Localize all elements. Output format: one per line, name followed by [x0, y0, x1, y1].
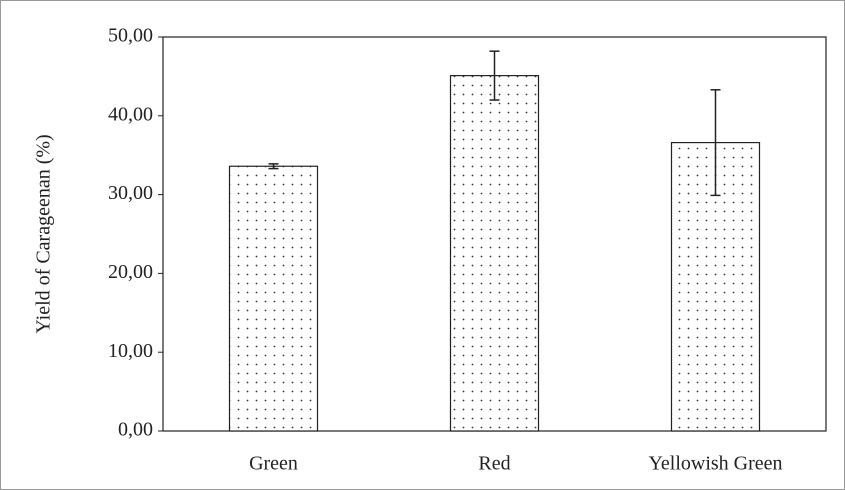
error-bar: [268, 163, 279, 170]
x-tick-label: Green: [249, 453, 298, 475]
x-tick-label: Red: [478, 453, 510, 475]
y-tick-label: 30,00: [108, 182, 153, 204]
y-tick-label: 0,00: [118, 419, 153, 441]
y-tick-label: 10,00: [108, 340, 153, 362]
bar: [228, 165, 319, 432]
error-bar: [710, 89, 721, 197]
y-tick-label: 20,00: [108, 261, 153, 283]
y-tick-label: 50,00: [108, 25, 153, 47]
bar: [449, 75, 540, 432]
x-tick-label: Yellowish Green: [648, 453, 782, 475]
y-axis-title: Yield of Carageenan (%): [33, 134, 55, 333]
y-tick-label: 40,00: [108, 103, 153, 125]
error-bar: [489, 50, 500, 101]
